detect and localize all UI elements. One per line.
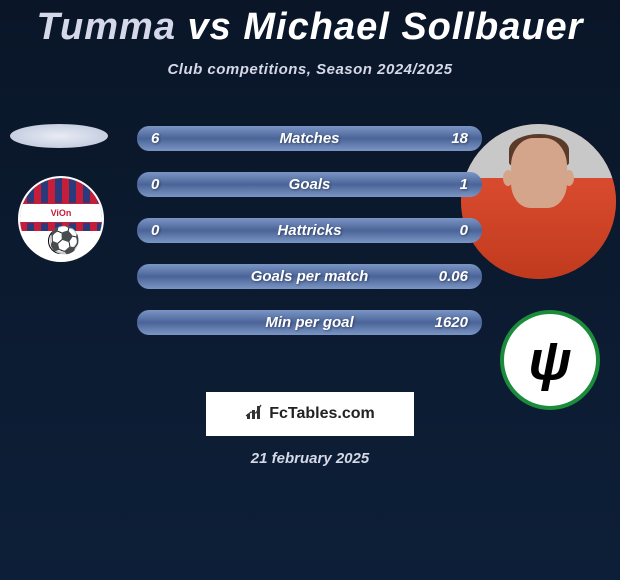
stat-row-goals: 0 Goals 1 — [137, 172, 482, 197]
shield-band-text: ViOn — [20, 203, 102, 223]
stat-label: Goals — [289, 176, 331, 193]
stat-right-value: 0.06 — [439, 268, 468, 285]
stat-label: Matches — [279, 130, 339, 147]
stat-row-hattricks: 0 Hattricks 0 — [137, 218, 482, 243]
date-text: 21 february 2025 — [251, 450, 369, 467]
player-portrait — [461, 124, 616, 279]
vs-text: vs — [188, 6, 232, 48]
stat-left-value: 0 — [151, 176, 159, 193]
stat-right-value: 1 — [460, 176, 468, 193]
stat-row-min-per-goal: Min per goal 1620 — [137, 310, 482, 335]
club-shield-icon: ViOn — [18, 176, 104, 262]
chart-icon — [245, 404, 265, 425]
stat-right-value: 18 — [451, 130, 468, 147]
stat-row-matches: 6 Matches 18 — [137, 126, 482, 151]
stat-row-goals-per-match: Goals per match 0.06 — [137, 264, 482, 289]
brand-footer[interactable]: FcTables.com — [206, 392, 414, 436]
soccer-ball-icon — [48, 228, 74, 254]
stats-container: 6 Matches 18 0 Goals 1 0 Hattricks 0 Goa… — [137, 126, 482, 356]
stat-left-value: 6 — [151, 130, 159, 147]
stat-right-value: 1620 — [435, 314, 468, 331]
club-glyph-icon: ψ — [528, 328, 571, 393]
stat-right-value: 0 — [460, 222, 468, 239]
stat-left-value: 0 — [151, 222, 159, 239]
player1-club-logo: ViOn — [18, 176, 118, 276]
player2-photo — [461, 124, 616, 279]
player2-name: Michael Sollbauer — [243, 6, 583, 48]
comparison-title: Tumma vs Michael Sollbauer — [0, 0, 620, 49]
stat-label: Hattricks — [277, 222, 341, 239]
player1-name: Tumma — [37, 6, 176, 48]
competition-subtitle: Club competitions, Season 2024/2025 — [0, 61, 620, 78]
brand-text: FcTables.com — [269, 405, 375, 423]
player1-silhouette — [10, 124, 108, 148]
stat-label: Goals per match — [251, 268, 369, 285]
player2-club-logo: ψ — [500, 310, 600, 410]
stat-label: Min per goal — [265, 314, 353, 331]
